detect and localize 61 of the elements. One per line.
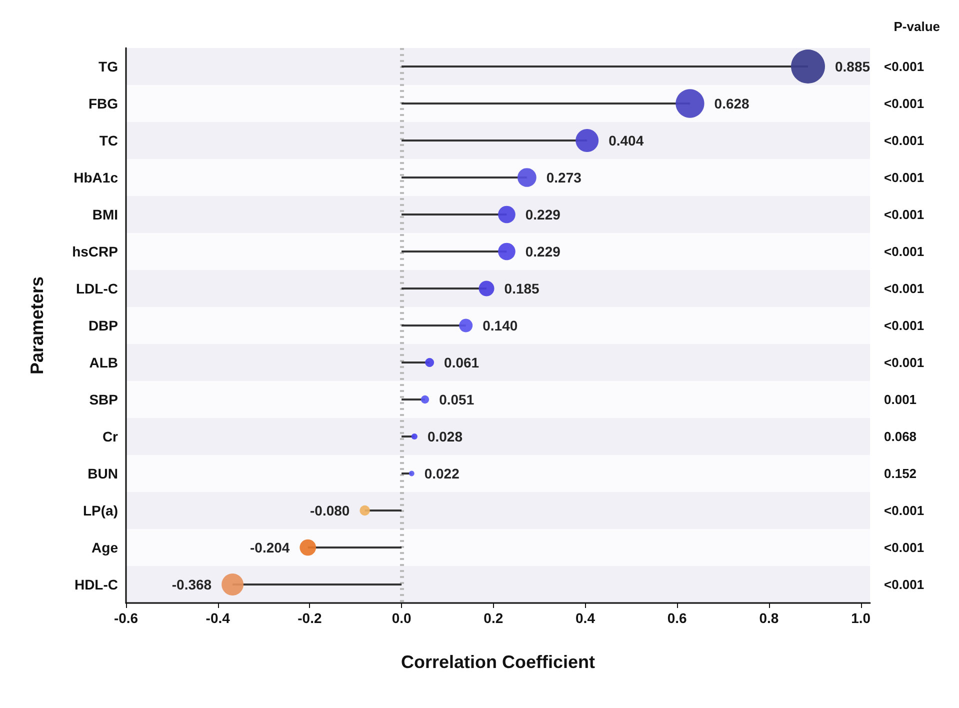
x-tick-label: -0.6 <box>114 610 138 626</box>
y-tick-label: DBP <box>88 318 118 334</box>
y2-tick-label: <0.001 <box>884 133 924 148</box>
y-tick-label: HDL-C <box>74 576 118 592</box>
data-label: 0.229 <box>525 206 561 222</box>
y2-tick-label: 0.152 <box>884 466 917 481</box>
point <box>498 206 516 224</box>
x-axis-title: Correlation Coefficient <box>400 652 596 672</box>
data-label: 0.051 <box>439 392 474 408</box>
y-tick-label: ALB <box>89 354 118 370</box>
x-tick-label: 1.0 <box>851 610 871 626</box>
y-tick-label: TG <box>98 58 118 74</box>
x-tick-label: 0.6 <box>667 610 688 626</box>
data-label: 0.885 <box>835 58 870 74</box>
data-label: 0.028 <box>427 428 463 444</box>
y-tick-label: LDL-C <box>76 280 118 296</box>
y-tick-label: LP(a) <box>83 502 118 518</box>
y-tick-label: HbA1c <box>74 170 118 186</box>
y-tick-label: SBP <box>89 392 118 408</box>
x-tick-label: -0.2 <box>298 610 322 626</box>
y2-tick-label: 0.068 <box>884 429 917 444</box>
x-tick-label: 0.2 <box>484 610 504 626</box>
x-tick-label: -0.4 <box>206 610 230 626</box>
y-tick-label: FBG <box>88 96 118 112</box>
data-label: -0.368 <box>172 576 212 592</box>
y2-tick-label: <0.001 <box>884 281 924 296</box>
data-label: 0.229 <box>525 244 561 260</box>
data-label: 0.061 <box>444 354 480 370</box>
point <box>498 242 516 260</box>
x-tick-label: 0.4 <box>576 610 596 626</box>
point <box>300 539 316 556</box>
y-tick-label: BMI <box>92 206 118 222</box>
data-label: 0.022 <box>424 466 460 482</box>
y2-tick-label: <0.001 <box>884 207 924 222</box>
y2-tick-label: <0.001 <box>884 170 924 185</box>
y-tick-label: hsCRP <box>72 244 118 260</box>
y-tick-label: BUN <box>88 466 118 482</box>
data-label: 0.628 <box>714 96 750 112</box>
y2-tick-label: 0.001 <box>884 392 917 407</box>
y2-tick-label: <0.001 <box>884 540 924 555</box>
y2-tick-label: <0.001 <box>884 96 924 111</box>
data-label: -0.204 <box>250 540 290 556</box>
data-label: 0.404 <box>608 132 644 148</box>
x-tick-label: 0.8 <box>759 610 779 626</box>
y2-tick-label: <0.001 <box>884 577 924 592</box>
y2-tick-label: <0.001 <box>884 244 924 259</box>
data-label: -0.080 <box>310 502 350 518</box>
point <box>478 280 494 296</box>
x-tick-label: 0.0 <box>392 610 412 626</box>
y2-axis-title: P-value <box>894 19 940 34</box>
y2-tick-label: <0.001 <box>884 318 924 333</box>
data-label: 0.140 <box>482 318 518 334</box>
y-tick-label: Cr <box>102 428 119 444</box>
y-tick-label: TC <box>99 132 118 148</box>
y2-tick-label: <0.001 <box>884 503 924 518</box>
data-label: 0.273 <box>546 170 582 186</box>
y2-tick-label: <0.001 <box>884 59 924 74</box>
data-label: 0.185 <box>504 280 540 296</box>
y-tick-label: Age <box>92 540 118 556</box>
y2-tick-label: <0.001 <box>884 355 924 370</box>
y-axis-title: Parameters <box>27 276 47 375</box>
